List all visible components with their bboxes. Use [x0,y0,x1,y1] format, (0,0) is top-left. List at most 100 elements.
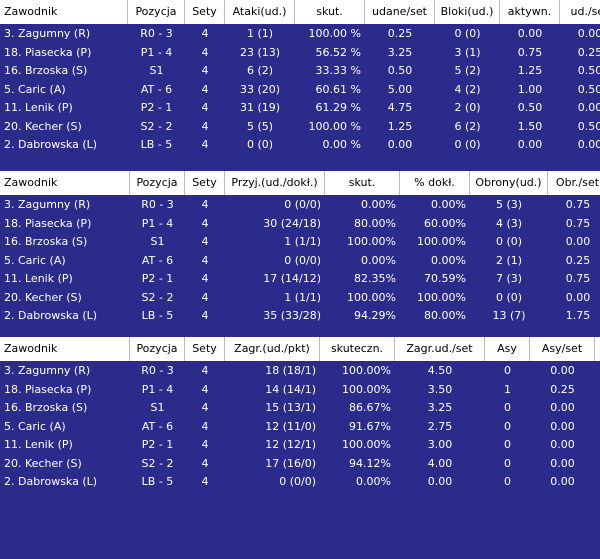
table-cell: 2. Dabrowska (L) [4,138,98,151]
column-header: Asy/set [530,337,595,361]
table-cell: S2 - 2 [141,290,174,304]
table-cell: 4 [201,82,209,96]
table-cell: 5. Caric (A) [4,253,66,267]
table-cell: 11. Lenik (P) [4,438,73,451]
table-cell: 20. Kecher (S) [4,290,82,304]
table-cell: 0.00% [431,253,466,267]
table-cell: 60.00% [424,216,466,230]
table-cell: 0 (0) [454,138,481,151]
table-cell: 0.50 [577,119,600,133]
table-cell: 0.00 [550,438,575,451]
table-cell: 4.75 [387,101,413,114]
table-cell: 4 [201,138,209,151]
table-cell: 4 [201,290,209,304]
table-cell: 91.67% [349,419,391,433]
table-cell: 0.00 [565,290,591,304]
table-cell: 3.00 [427,438,453,451]
table-cell: 12 (11/0) [265,419,316,433]
table-cell: 0.50 [387,64,413,77]
table-cell: 0.25 [577,45,600,59]
table-cell: S2 - 2 [140,119,173,133]
table-cell: 1.00 [517,82,543,96]
table-cell: 4 [201,119,209,133]
table-cell: LB - 5 [140,138,173,151]
table-cell: 0.00 [577,27,600,40]
column-header: ud./set [560,0,600,24]
table-cell: 7 (3) [495,272,523,285]
table-cell: 0.00 [577,101,600,114]
table-cell: 0.00 [517,138,543,151]
table-cell: 0 (0) [454,27,481,40]
table-cell: 70.59% [424,272,466,285]
table-cell: 4 [201,419,209,433]
table-cell: 100.00 % [308,27,361,40]
table-cell: 16. Brzoska (S) [4,401,88,414]
table-cell: 0.50 [517,101,543,114]
table-cell: 4 [201,272,209,285]
table-cell: 0.00 [550,456,575,470]
table-cell: 94.29% [354,309,396,322]
column-header: Zawodnik [0,171,130,195]
table-cell: 0 (0) [495,235,523,248]
table-cell: 1.25 [517,64,543,77]
table-cell: 100.00% [347,235,396,248]
table-cell: 2 (1) [495,253,523,267]
table-cell: 3 (1) [454,45,481,59]
table-cell: 0.00 [387,138,413,151]
table-cell: 0.75 [565,198,591,211]
table-cell: 20. Kecher (S) [4,119,82,133]
table-cell: S1 [150,401,165,414]
table-cell: 86.67% [349,401,391,414]
table-cell: 0 [504,456,511,470]
table-cell: 2.75 [427,419,453,433]
table-cell: 4 [201,456,209,470]
table-cell: 0 (0) [495,290,523,304]
table-cell: 15 (13/1) [265,401,316,414]
table-cell: 0.00 [565,235,591,248]
table-cell: 80.00% [424,309,466,322]
table-cell: 4.50 [427,364,453,377]
table-cell: 100.00 % [308,119,361,133]
column-header: Pozycja [130,171,185,195]
table-cell: 18. Piasecka (P) [4,216,92,230]
table-cell: 12 (12/1) [265,438,316,451]
table-cell: 20. Kecher (S) [4,456,82,470]
table-cell: 4 [201,475,209,488]
table-cell: AT - 6 [141,419,174,433]
table-cell: 0 (0/0) [284,198,321,211]
table-cell: 0.00 [517,27,543,40]
table-cell: 5. Caric (A) [4,419,66,433]
table-cell: AT - 6 [140,82,173,96]
table-cell: 100.00% [417,290,466,304]
table-cell: 14 (14/1) [265,382,316,396]
table-cell: 3.50 [427,382,453,396]
table-cell: 0 [504,438,511,451]
table-cell: 60.61 % [315,82,361,96]
table-cell: 2. Dabrowska (L) [4,309,98,322]
table-cell: 31 (19) [239,101,281,114]
table-cell: 1.50 [517,119,543,133]
table-cell: 61.29 % [315,101,361,114]
table-cell: 0 [504,475,511,488]
table-cell: 0.00 [577,138,600,151]
table-cell: LB - 5 [141,309,174,322]
table-cell: 0.00 [550,419,575,433]
table-cell: 4 [201,101,209,114]
table-cell: 1.25 [387,119,413,133]
column-header: Obr./set [548,171,600,195]
column-header: % dokł. [400,171,470,195]
table-cell: 0.00 [550,475,575,488]
column-header: Ataki(ud.) [225,0,295,24]
table-cell: 18 (18/1) [265,364,316,377]
table-cell: 4 [201,45,209,59]
table-cell: 5 (5) [246,119,274,133]
table-cell: 0.75 [517,45,543,59]
column-header: skut. [295,0,365,24]
table-cell: 30 (24/18) [263,216,321,230]
table-cell: P2 - 1 [140,101,173,114]
column-header: Zagr.(ud./pkt) [225,337,320,361]
table-cell: 6 (2) [454,119,481,133]
table-cell: 33 (20) [239,82,281,96]
column-header: Sety [185,337,225,361]
